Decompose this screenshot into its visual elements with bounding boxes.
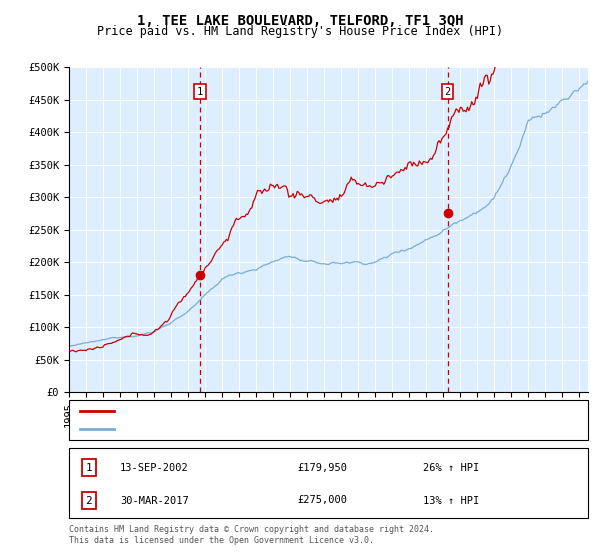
Text: 2: 2	[85, 496, 92, 506]
Text: 13% ↑ HPI: 13% ↑ HPI	[423, 496, 479, 506]
Text: 2: 2	[445, 87, 451, 97]
Text: £275,000: £275,000	[297, 496, 347, 506]
Text: 1: 1	[85, 463, 92, 473]
Text: 1: 1	[197, 87, 203, 97]
Text: 1, TEE LAKE BOULEVARD, TELFORD, TF1 3QH: 1, TEE LAKE BOULEVARD, TELFORD, TF1 3QH	[137, 14, 463, 28]
Text: 30-MAR-2017: 30-MAR-2017	[120, 496, 189, 506]
Text: 1, TEE LAKE BOULEVARD, TELFORD, TF1 3QH (detached house): 1, TEE LAKE BOULEVARD, TELFORD, TF1 3QH …	[120, 407, 449, 417]
Text: HPI: Average price, detached house, Telford and Wrekin: HPI: Average price, detached house, Telf…	[120, 423, 437, 433]
Text: Price paid vs. HM Land Registry's House Price Index (HPI): Price paid vs. HM Land Registry's House …	[97, 25, 503, 38]
Text: 13-SEP-2002: 13-SEP-2002	[120, 463, 189, 473]
Text: 26% ↑ HPI: 26% ↑ HPI	[423, 463, 479, 473]
Text: £179,950: £179,950	[297, 463, 347, 473]
Text: Contains HM Land Registry data © Crown copyright and database right 2024.
This d: Contains HM Land Registry data © Crown c…	[69, 525, 434, 545]
